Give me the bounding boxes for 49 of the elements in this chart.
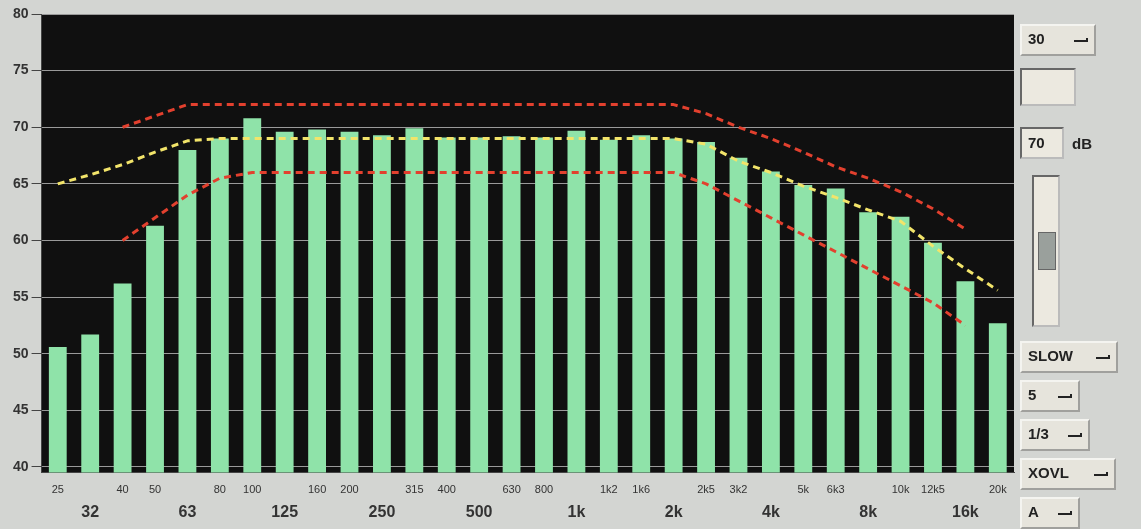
- text: 70: [1020, 127, 1064, 159]
- text: 30: [1028, 30, 1045, 47]
- x-tick-label: 1k: [567, 502, 586, 520]
- x-tick-label: 16k: [952, 502, 979, 520]
- text: dB: [1072, 135, 1092, 152]
- x-tick-label: 6k3: [826, 483, 845, 496]
- y-tick-label: 45: [12, 401, 29, 418]
- x-tick-label: 10k: [891, 483, 910, 496]
- x-tick-label: 100: [243, 483, 262, 496]
- x-tick-label: 40: [116, 483, 129, 496]
- x-tick-label: 8k: [859, 502, 878, 520]
- text: 5: [1028, 386, 1037, 403]
- x-tick-label: 315: [405, 483, 424, 496]
- y-tick-label: 70: [12, 118, 29, 135]
- x-tick-label: 500: [465, 502, 493, 520]
- x-tick-label: 80: [213, 483, 226, 496]
- text: XOVL: [1028, 464, 1069, 481]
- y-tick-label: 60: [12, 231, 29, 248]
- x-tick-label: 5k: [797, 483, 810, 496]
- text: SLOW: [1028, 347, 1073, 364]
- y-tick-label: 50: [12, 344, 29, 361]
- y-tick-label: 80: [12, 4, 29, 21]
- x-tick-label: 1k2: [599, 483, 618, 496]
- x-tick-label: 20k: [988, 483, 1008, 496]
- x-tick-label: 125: [271, 502, 299, 520]
- x-tick-label: 800: [534, 483, 554, 496]
- line-series: [56, 137, 1000, 292]
- x-tick-label: 200: [340, 483, 359, 496]
- x-tick-label: 2k: [664, 502, 683, 520]
- text: 1/3: [1028, 425, 1049, 442]
- x-tick-label: 25: [51, 483, 64, 496]
- x-tick-label: 160: [307, 483, 327, 496]
- text: A: [1028, 503, 1039, 520]
- y-tick-label: 65: [12, 174, 29, 191]
- x-tick-label: 50: [148, 483, 162, 496]
- y-tick-label: 75: [12, 61, 29, 78]
- x-tick-label: 250: [368, 502, 396, 520]
- x-tick-label: 1k6: [632, 483, 651, 496]
- line-series: [121, 103, 967, 231]
- x-tick-label: 63: [178, 502, 197, 520]
- x-tick-label: 4k: [761, 502, 780, 520]
- y-tick-label: 55: [12, 287, 29, 304]
- x-tick-label: 630: [502, 483, 521, 496]
- x-tick-label: 12k5: [921, 483, 945, 496]
- y-tick-label: 40: [12, 457, 29, 474]
- x-tick-label: 2k5: [697, 483, 715, 496]
- x-tick-label: 400: [437, 483, 456, 496]
- x-tick-label: 32: [81, 502, 100, 520]
- x-tick-label: 3k2: [729, 483, 748, 496]
